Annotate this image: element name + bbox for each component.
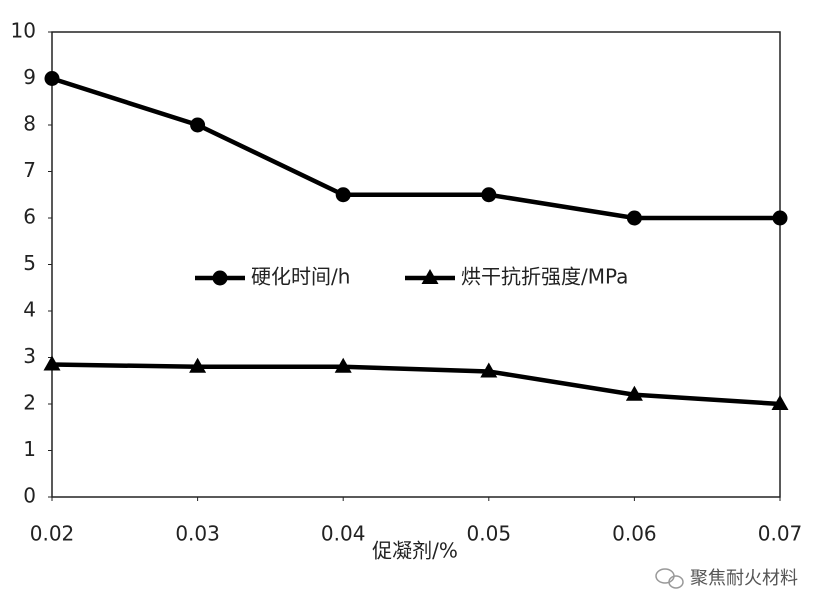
data-point	[480, 362, 498, 378]
data-point	[626, 210, 642, 226]
x-tick-label: 0.07	[758, 522, 803, 546]
y-tick-label: 0	[23, 484, 36, 508]
data-point	[43, 355, 61, 371]
data-point	[481, 187, 497, 203]
y-tick-label: 3	[23, 344, 36, 368]
legend-marker	[421, 269, 439, 284]
x-tick-label: 0.05	[467, 522, 512, 546]
series-line	[51, 76, 780, 221]
watermark-icon	[655, 568, 684, 589]
data-point	[44, 71, 60, 86]
y-tick-label: 1	[23, 437, 36, 461]
x-tick-label: 0.02	[30, 522, 75, 546]
series-line	[51, 362, 781, 407]
watermark: 聚焦耐火材料	[690, 568, 798, 589]
data-point	[625, 385, 643, 401]
y-tick-label: 8	[23, 112, 36, 136]
data-point	[334, 357, 352, 373]
legend-label: 硬化时间/h	[251, 265, 350, 289]
y-tick-label: 2	[23, 391, 36, 415]
x-tick-label: 0.03	[175, 522, 220, 546]
data-point	[190, 117, 206, 133]
y-tick-label: 10	[11, 19, 36, 43]
data-point	[772, 210, 788, 226]
y-tick-label: 4	[23, 298, 36, 322]
legend-marker	[212, 270, 228, 286]
y-tick-label: 5	[23, 251, 36, 275]
x-tick-label: 0.04	[321, 522, 366, 546]
legend-label: 烘干抗折强度/MPa	[461, 265, 628, 289]
y-tick-label: 6	[23, 205, 36, 229]
y-tick-label: 7	[23, 158, 36, 182]
x-axis-label: 促凝剂/%	[372, 539, 458, 563]
data-point	[771, 395, 789, 410]
data-point	[189, 357, 207, 373]
y-tick-label: 9	[23, 65, 36, 89]
data-point	[335, 187, 351, 203]
x-tick-label: 0.06	[612, 522, 657, 546]
plot-frame	[51, 31, 781, 498]
